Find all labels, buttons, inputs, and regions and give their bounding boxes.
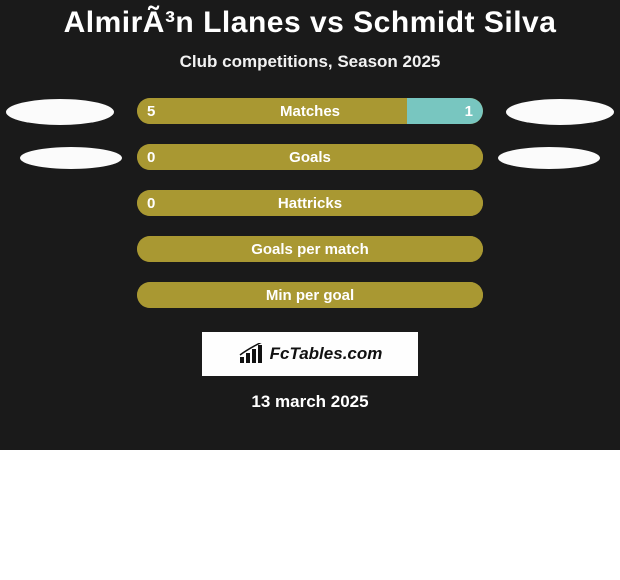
player1-ellipse [20,147,122,169]
stat-bar: Goals per match [137,236,483,262]
stat-bar: 0Hattricks [137,190,483,216]
stat-bar: 0Goals [137,144,483,170]
player1-value: 0 [147,144,155,170]
logo-box: FcTables.com [202,332,418,376]
stat-row: Goals per match [0,236,620,282]
stat-row: Min per goal [0,282,620,328]
player1-value: 0 [147,190,155,216]
player1-fill [137,98,407,124]
player1-value: 5 [147,98,155,124]
player1-ellipse [6,99,114,125]
player2-ellipse [498,147,600,169]
player2-ellipse [506,99,614,125]
date-text: 13 march 2025 [0,392,620,412]
stat-row: 0Hattricks [0,190,620,236]
player1-fill [137,236,483,262]
stat-bar: Min per goal [137,282,483,308]
logo-text: FcTables.com [270,344,383,364]
stat-row: 51Matches [0,98,620,144]
stat-rows: 51Matches0Goals0HattricksGoals per match… [0,98,620,328]
player1-fill [137,190,483,216]
player1-fill [137,282,483,308]
player2-value: 1 [465,98,473,124]
stat-row: 0Goals [0,144,620,190]
subtitle: Club competitions, Season 2025 [0,52,620,72]
bar-chart-icon [238,343,266,365]
player1-fill [137,144,483,170]
page-title: AlmirÃ³n Llanes vs Schmidt Silva [0,6,620,40]
comparison-infographic: AlmirÃ³n Llanes vs Schmidt Silva Club co… [0,0,620,450]
stat-bar: 51Matches [137,98,483,124]
